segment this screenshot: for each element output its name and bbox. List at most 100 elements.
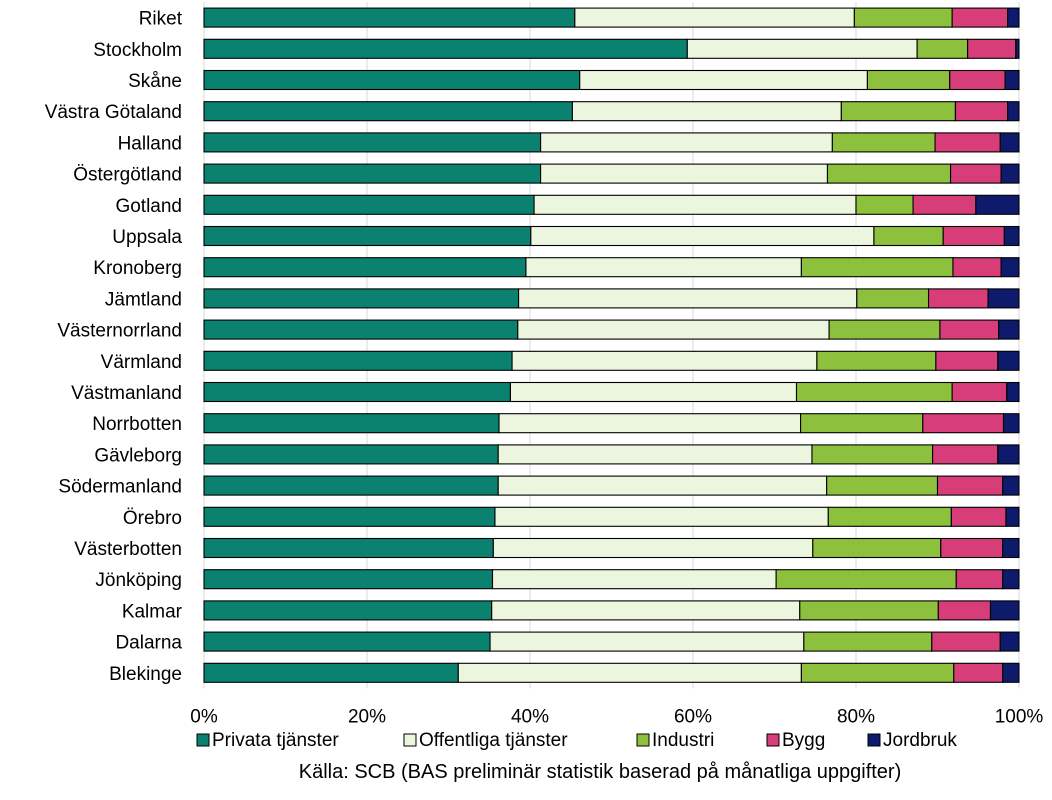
bar-segment — [525, 257, 802, 278]
bar-segment — [203, 257, 527, 278]
category-label: Västernorrland — [57, 321, 182, 342]
bar-segment — [203, 569, 494, 590]
category-label: Skåne — [128, 71, 182, 92]
category-labels: Riket Stockholm Skåne Västra Götaland Hallan… — [45, 9, 183, 685]
bar-segment — [203, 69, 581, 91]
x-axis-ticks: 0% 20% 40% 60% 80% 100% — [190, 706, 1043, 727]
bar-segment — [1015, 38, 1020, 59]
category-label: Värmland — [101, 352, 182, 373]
bar-segment — [494, 506, 829, 527]
bar-segment — [203, 225, 532, 247]
x-tick-label: 80% — [837, 706, 875, 727]
bar-segment — [999, 132, 1020, 153]
bar-segment — [1002, 662, 1020, 683]
x-tick-label: 60% — [674, 706, 712, 727]
bar-segment — [579, 69, 868, 91]
bar-segment — [203, 537, 494, 559]
bar-segment — [686, 38, 918, 59]
category-label: Kalmar — [122, 601, 183, 622]
legend-label: Privata tjänster — [212, 730, 339, 751]
category-label: Gävleborg — [94, 445, 182, 466]
bar-segment — [1004, 69, 1020, 91]
bar-segment — [989, 600, 1020, 621]
bar-segment — [949, 69, 1006, 91]
bar-segment — [997, 444, 1020, 465]
bar-segment — [497, 475, 828, 496]
legend-label: Bygg — [782, 730, 825, 751]
bar-segment — [800, 413, 924, 434]
bar-segment — [998, 319, 1020, 340]
bar-segment — [816, 350, 937, 371]
category-label: Södermanland — [58, 477, 182, 498]
bar-segment — [999, 631, 1020, 652]
bar-segment — [800, 257, 954, 278]
bar-segment — [509, 381, 798, 403]
bar-segment — [1002, 537, 1020, 559]
category-label: Norrbotten — [92, 414, 182, 435]
category-label: Jönköping — [95, 570, 182, 591]
bar-segment — [826, 163, 952, 184]
bar-segment — [203, 7, 576, 28]
bar-segment — [987, 288, 1020, 309]
legend: Privata tjänster Offentliga tjänster Indus… — [196, 730, 957, 751]
category-label: Västerbotten — [74, 539, 182, 560]
bar-segment — [949, 163, 1002, 184]
bar-segment — [826, 475, 939, 496]
bar-segment — [800, 662, 955, 683]
bar-segment — [840, 101, 956, 122]
category-label: Blekinge — [109, 664, 182, 685]
bar-segment — [203, 163, 542, 184]
bar-segment — [951, 381, 1008, 403]
bar-segment — [1000, 163, 1020, 184]
bar-segment — [489, 631, 805, 652]
bar-segment — [203, 506, 496, 527]
category-label: Riket — [139, 9, 183, 30]
bar-segment — [203, 662, 459, 683]
legend-swatch — [636, 733, 650, 747]
bar-segment — [203, 444, 499, 465]
category-label: Dalarna — [115, 633, 182, 654]
x-tick-label: 0% — [190, 706, 218, 727]
legend-swatch — [196, 733, 210, 747]
bar-segment — [497, 444, 813, 465]
bar-segment — [203, 350, 513, 371]
bar-segment — [1003, 225, 1020, 247]
legend-swatch — [403, 733, 417, 747]
bar-segment — [203, 381, 511, 403]
category-label: Västmanland — [71, 383, 182, 404]
bar-segment — [912, 194, 977, 215]
category-label: Örebro — [123, 508, 182, 529]
category-label: Halland — [118, 133, 182, 154]
bar-segment — [1000, 257, 1020, 278]
bar-segment — [203, 319, 519, 340]
source-note: Källa: SCB (BAS preliminär statistik bas… — [299, 761, 902, 783]
bar-segment — [1002, 475, 1020, 496]
bar-segment — [518, 288, 858, 309]
bar-segment — [935, 350, 999, 371]
bar-segment — [828, 319, 941, 340]
bar-segment — [936, 475, 1004, 496]
bar-segment — [932, 444, 999, 465]
legend-label: Industri — [652, 730, 714, 751]
bar-segment — [799, 600, 939, 621]
bar-segment — [950, 506, 1007, 527]
legend-swatch — [867, 733, 881, 747]
x-tick-label: 20% — [348, 706, 386, 727]
legend-label: Jordbruk — [883, 730, 957, 751]
bar-segment — [795, 381, 953, 403]
bar-segment — [997, 350, 1020, 371]
bar-segment — [954, 101, 1009, 122]
bar-segment — [952, 257, 1002, 278]
bar-segment — [1007, 101, 1020, 122]
bar-segment — [975, 194, 1020, 215]
bar-segment — [955, 569, 1004, 590]
bar-segment — [866, 69, 951, 91]
category-label: Uppsala — [112, 227, 182, 248]
legend-swatch — [766, 733, 780, 747]
bar-segment — [203, 600, 493, 621]
bar-segment — [1002, 569, 1020, 590]
bar-segment — [203, 413, 500, 434]
bar-segment — [498, 413, 802, 434]
bar-segment — [203, 132, 542, 153]
bar-segment — [931, 631, 1001, 652]
